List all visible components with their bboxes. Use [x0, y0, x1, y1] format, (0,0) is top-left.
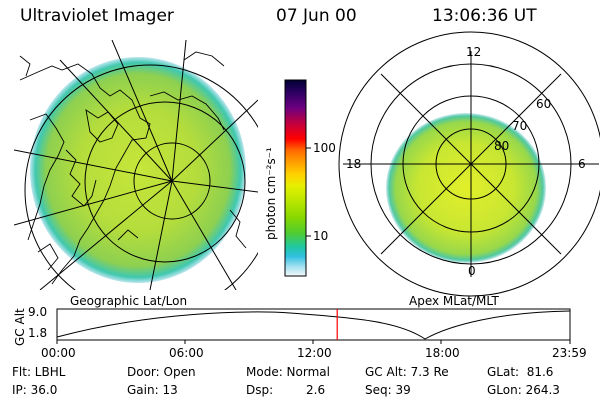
ip-info: IP: 36.0 [12, 383, 58, 397]
geographic-label: Geographic Lat/Lon [70, 294, 188, 308]
colorbar [284, 79, 307, 277]
lat-label-60: 60 [536, 97, 552, 111]
glon-info: GLon: 264.3 [487, 383, 560, 397]
geographic-image [14, 40, 258, 290]
colorbar-tick-10: 10 [313, 229, 329, 243]
glat-info: GLat: 81.6 [487, 365, 554, 379]
seq-info: Seq: 39 [365, 383, 411, 397]
altitude-tick-1-8: 1.8 [28, 326, 48, 340]
mode-info: Mode: Normal [246, 365, 330, 379]
aurora-oval-right [386, 113, 546, 263]
dsp-value: 2.6 [306, 383, 326, 397]
altitude-tick-9: 9.0 [28, 305, 48, 319]
door-info: Door: Open [127, 365, 196, 379]
coastlines [19, 51, 247, 285]
time-tick-2359: 23:59 [552, 346, 587, 360]
time-tick-1200: 12:00 [297, 346, 332, 360]
mlt-label-18: 18 [346, 157, 362, 171]
mlt-label-12: 12 [466, 45, 482, 59]
date-label: 07 Jun 00 [276, 6, 357, 26]
time-tick-1800: 18:00 [425, 346, 460, 360]
aurora-oval-left [30, 57, 246, 283]
mlt-label-0: 0 [468, 264, 476, 278]
apex-polar-plot [338, 31, 600, 297]
time-tick-0000: 00:00 [41, 346, 76, 360]
page-title: Ultraviolet Imager [20, 6, 174, 26]
lat-label-70: 70 [512, 119, 528, 133]
colorbar-unit-label: photon cm⁻²s⁻¹ [264, 147, 278, 240]
time-tick-0600: 06:00 [169, 346, 204, 360]
dsp-label: Dsp: [246, 383, 274, 397]
apex-label: Apex MLat/MLT [409, 294, 499, 308]
geo-grid [14, 40, 258, 290]
colorbar-tick-100: 100 [313, 141, 336, 155]
time-label: 13:06:36 UT [432, 6, 537, 26]
altitude-axis-label: GC Alt [13, 308, 27, 346]
lat-label-80: 80 [494, 139, 510, 153]
gain-info: Gain: 13 [127, 383, 178, 397]
altitude-strip-plot [56, 308, 571, 344]
gc-alt-info: GC Alt: 7.3 Re [365, 365, 449, 379]
filter-info: Flt: LBHL [12, 365, 66, 379]
mlt-label-6: 6 [578, 157, 586, 171]
